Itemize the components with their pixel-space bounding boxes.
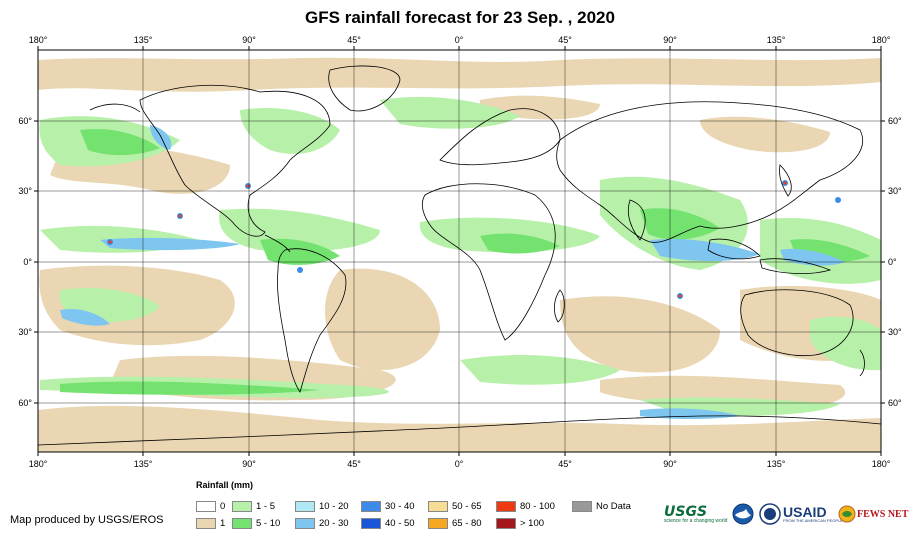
legend-label: 50 - 65 bbox=[452, 500, 482, 512]
legend-label: 1 - 5 bbox=[256, 500, 276, 512]
legend-item: 1 bbox=[196, 517, 225, 529]
legend-item: 10 - 20 bbox=[295, 500, 349, 512]
legend-swatch bbox=[295, 500, 315, 512]
legend-item: 5 - 10 bbox=[232, 517, 280, 529]
graticule bbox=[38, 50, 881, 452]
legend-swatch bbox=[496, 500, 516, 512]
rainfall-layer bbox=[38, 50, 881, 452]
extreme-rain-areas bbox=[108, 181, 787, 298]
fewsnet-globe-icon bbox=[838, 505, 856, 523]
legend-label: 65 - 80 bbox=[452, 517, 482, 529]
top-tick-label: 90° bbox=[663, 35, 677, 45]
legend-item: 1 - 5 bbox=[232, 500, 275, 512]
top-tick-label: 0° bbox=[455, 35, 464, 45]
bottom-tick-label: 90° bbox=[242, 459, 256, 469]
coastlines bbox=[38, 65, 881, 446]
legend-item: 20 - 30 bbox=[295, 517, 349, 529]
legend-item: 40 - 50 bbox=[361, 517, 415, 529]
legend-label: 0 bbox=[220, 500, 226, 512]
bottom-tick-label: 45° bbox=[558, 459, 572, 469]
usaid-seal-icon bbox=[759, 503, 781, 525]
bottom-tick-label: 180° bbox=[29, 459, 48, 469]
legend-swatch bbox=[196, 500, 216, 512]
left-lat-label: 30° bbox=[18, 186, 32, 196]
right-lat-label: 30° bbox=[888, 186, 902, 196]
legend-label: 10 - 20 bbox=[319, 500, 349, 512]
legend-swatch bbox=[196, 517, 216, 529]
light-rain-areas bbox=[38, 57, 881, 452]
legend-item: 65 - 80 bbox=[428, 517, 482, 529]
legend-item: 30 - 40 bbox=[361, 500, 415, 512]
legend-label: 40 - 50 bbox=[385, 517, 415, 529]
legend-item: > 100 bbox=[496, 517, 544, 529]
left-lat-label: 60° bbox=[18, 116, 32, 126]
noaa-logo bbox=[732, 500, 754, 528]
left-lat-label: 0° bbox=[23, 257, 32, 267]
legend-label: No Data bbox=[596, 500, 631, 512]
legend-swatch bbox=[361, 517, 381, 529]
legend-label: 20 - 30 bbox=[319, 517, 349, 529]
legend-swatch bbox=[496, 517, 516, 529]
legend-label: 5 - 10 bbox=[256, 517, 281, 529]
usaid-logo: USAID FROM THE AMERICAN PEOPLE bbox=[759, 500, 843, 528]
legend-swatch bbox=[295, 517, 315, 529]
legend-label: 80 - 100 bbox=[520, 500, 555, 512]
bottom-tick-label: 135° bbox=[134, 459, 153, 469]
legend-swatch bbox=[428, 517, 448, 529]
usgs-wordmark: USGS bbox=[664, 503, 708, 520]
very-heavy-rain-areas bbox=[60, 125, 845, 419]
right-lat-label: 60° bbox=[888, 398, 902, 408]
legend-item: 0 bbox=[196, 500, 225, 512]
right-lat-label: 0° bbox=[888, 257, 897, 267]
top-tick-label: 45° bbox=[347, 35, 361, 45]
right-lat-label: 30° bbox=[888, 327, 902, 337]
map-title: GFS rainfall forecast for 23 Sep. , 2020 bbox=[305, 8, 615, 27]
rainfall-map: 180° 135° 90° 45° 0° 45° 90° 135° 180° 1… bbox=[18, 35, 902, 469]
top-tick-label: 90° bbox=[242, 35, 256, 45]
heavy-rain-areas bbox=[60, 128, 870, 395]
legend-label: 30 - 40 bbox=[385, 500, 415, 512]
legend-swatch bbox=[232, 517, 252, 529]
fewsnet-logo: FEWS NET bbox=[838, 500, 908, 528]
legend-title: Rainfall (mm) bbox=[196, 480, 254, 490]
legend-label: > 100 bbox=[520, 517, 545, 529]
right-lat-label: 60° bbox=[888, 116, 902, 126]
noaa-emblem-icon bbox=[732, 503, 754, 525]
usaid-tagline: FROM THE AMERICAN PEOPLE bbox=[783, 518, 843, 523]
legend-swatch bbox=[232, 500, 252, 512]
bottom-tick-label: 0° bbox=[455, 459, 464, 469]
usgs-tagline: science for a changing world bbox=[664, 517, 728, 524]
bottom-tick-label: 180° bbox=[872, 459, 891, 469]
legend-swatch bbox=[361, 500, 381, 512]
legend-swatch bbox=[428, 500, 448, 512]
left-lat-label: 30° bbox=[18, 327, 32, 337]
top-tick-label: 135° bbox=[134, 35, 153, 45]
tick-marks bbox=[34, 46, 885, 456]
top-tick-label: 180° bbox=[29, 35, 48, 45]
legend-label: 1 bbox=[220, 517, 226, 529]
usaid-wordmark: USAID bbox=[783, 504, 827, 520]
legend-item: 80 - 100 bbox=[496, 500, 555, 512]
credit-text: Map produced by USGS/EROS bbox=[10, 514, 164, 526]
bottom-tick-label: 135° bbox=[767, 459, 786, 469]
legend-swatch bbox=[572, 500, 592, 512]
fewsnet-wordmark: FEWS NET bbox=[857, 508, 909, 520]
bottom-tick-label: 90° bbox=[663, 459, 677, 469]
legend-item: 50 - 65 bbox=[428, 500, 482, 512]
top-tick-label: 135° bbox=[767, 35, 786, 45]
top-tick-label: 45° bbox=[558, 35, 572, 45]
left-lat-label: 60° bbox=[18, 398, 32, 408]
usgs-logo: USGS science for a changing world bbox=[664, 500, 727, 528]
top-tick-label: 180° bbox=[872, 35, 891, 45]
legend-item: No Data bbox=[572, 500, 631, 512]
bottom-tick-label: 45° bbox=[347, 459, 361, 469]
